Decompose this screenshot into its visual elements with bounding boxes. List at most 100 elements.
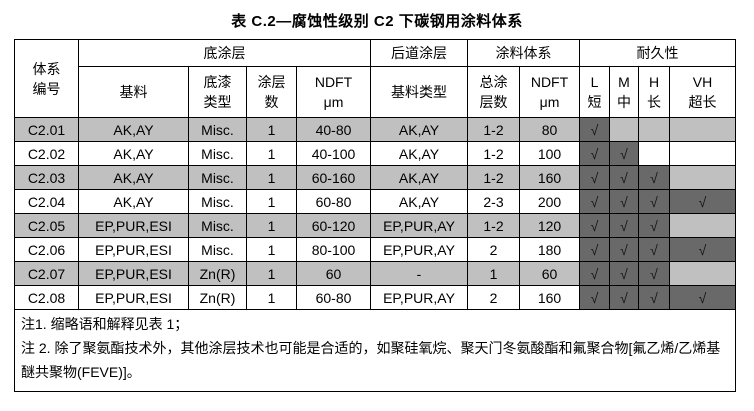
cell-system-id: C2.04: [14, 189, 79, 214]
cell-coats: 1: [246, 237, 297, 262]
cell-topcoat-binder: AK,AY: [370, 165, 468, 190]
cell-durability-vh: [669, 213, 736, 238]
table-row: C2.02 AK,AY Misc. 1 40-100 AK,AY 1-2 100…: [14, 141, 736, 166]
cell-system-id: C2.02: [14, 141, 79, 166]
cell-primer-type: Misc.: [188, 165, 247, 190]
cell-binder: AK,AY: [78, 141, 189, 166]
cell-total-ndft: 100: [519, 141, 580, 166]
cell-coats: 1: [246, 189, 297, 214]
cell-ndft: 60-80: [296, 189, 371, 214]
cell-durability-h: [638, 117, 670, 142]
cell-topcoat-binder: EP,PUR,AY: [370, 285, 468, 310]
cell-binder: AK,AY: [78, 165, 189, 190]
cell-topcoat-binder: AK,AY: [370, 141, 468, 166]
cell-coats: 1: [246, 285, 297, 310]
cell-total-ndft: 160: [519, 285, 580, 310]
cell-topcoat-binder: -: [370, 261, 468, 286]
cell-durability-m: √: [609, 261, 639, 286]
cell-binder: EP,PUR,ESI: [78, 237, 189, 262]
cell-total-ndft: 180: [519, 237, 580, 262]
cell-ndft: 40-80: [296, 117, 371, 142]
cell-durability-m: √: [609, 213, 639, 238]
cell-durability-h: √: [638, 189, 670, 214]
cell-coats: 1: [246, 117, 297, 142]
cell-binder: AK,AY: [78, 189, 189, 214]
cell-binder: EP,PUR,ESI: [78, 261, 189, 286]
header-coats: 涂层 数: [246, 66, 297, 118]
header-durability-h: H 长: [638, 66, 670, 118]
cell-durability-l: √: [579, 261, 610, 286]
cell-topcoat-binder: EP,PUR,AY: [370, 213, 468, 238]
cell-total-coats: 1: [467, 261, 520, 286]
table-row: C2.01 AK,AY Misc. 1 40-80 AK,AY 1-2 80 √: [14, 117, 736, 142]
cell-durability-m: √: [609, 285, 639, 310]
cell-binder: EP,PUR,ESI: [78, 213, 189, 238]
header-primer-group: 底涂层: [78, 39, 371, 67]
cell-system-id: C2.06: [14, 237, 79, 262]
cell-durability-vh: [669, 141, 736, 166]
cell-durability-m: √: [609, 189, 639, 214]
table-row: C2.03 AK,AY Misc. 1 60-160 AK,AY 1-2 160…: [14, 165, 736, 190]
cell-total-coats: 1-2: [467, 117, 520, 142]
cell-durability-h: √: [638, 285, 670, 310]
cell-total-coats: 2-3: [467, 189, 520, 214]
cell-system-id: C2.07: [14, 261, 79, 286]
header-system-group: 涂料体系: [467, 39, 580, 67]
cell-durability-l: √: [579, 141, 610, 166]
header-system-no: 体系 编号: [14, 39, 79, 118]
cell-ndft: 60-120: [296, 213, 371, 238]
cell-total-ndft: 120: [519, 213, 580, 238]
cell-durability-h: √: [638, 165, 670, 190]
cell-durability-h: √: [638, 213, 670, 238]
table-title: 表 C.2—腐蚀性级别 C2 下碳钢用涂料体系: [231, 13, 523, 30]
cell-coats: 1: [246, 261, 297, 286]
header-group-row: 体系 编号 底涂层 后道涂层 涂料体系 耐久性: [14, 39, 736, 118]
cell-total-ndft: 80: [519, 117, 580, 142]
cell-durability-l: √: [579, 285, 610, 310]
cell-system-id: C2.05: [14, 213, 79, 238]
cell-topcoat-binder: AK,AY: [370, 189, 468, 214]
cell-coats: 1: [246, 141, 297, 166]
cell-durability-l: √: [579, 189, 610, 214]
cell-durability-vh: [669, 165, 736, 190]
header-sub-row: 基料 底漆 类型 涂层 数 NDFT μm 基料类型 总涂 层数 NDFT μm…: [15, 66, 736, 118]
cell-topcoat-binder: EP,PUR,AY: [370, 237, 468, 262]
header-durability-m: M 中: [609, 66, 639, 118]
cell-total-ndft: 200: [519, 189, 580, 214]
cell-binder: AK,AY: [78, 117, 189, 142]
notes-cell: 注1. 缩略语和解释见表 1； 注 2. 除了聚氨酯技术外，其他涂层技术也可能是…: [14, 309, 736, 392]
cell-ndft: 40-100: [296, 141, 371, 166]
cell-durability-vh: [669, 261, 736, 286]
header-durability-vh: VH 超长: [669, 66, 736, 118]
header-durability-group: 耐久性: [579, 39, 736, 67]
table-row: C2.05 EP,PUR,ESI Misc. 1 60-120 EP,PUR,A…: [14, 213, 736, 238]
cell-durability-l: √: [579, 237, 610, 262]
cell-ndft: 60: [296, 261, 371, 286]
cell-durability-l: √: [579, 117, 610, 142]
cell-durability-m: √: [609, 237, 639, 262]
cell-durability-h: [638, 141, 670, 166]
cell-primer-type: Zn(R): [188, 261, 247, 286]
note-1: 注1. 缩略语和解释见表 1；: [21, 316, 189, 332]
cell-durability-m: √: [609, 141, 639, 166]
cell-ndft: 60-80: [296, 285, 371, 310]
cell-topcoat-binder: AK,AY: [370, 117, 468, 142]
table-row: C2.06 EP,PUR,ESI Misc. 1 80-100 EP,PUR,A…: [14, 237, 736, 262]
cell-primer-type: Misc.: [188, 189, 247, 214]
cell-ndft: 60-160: [296, 165, 371, 190]
cell-primer-type: Misc.: [188, 141, 247, 166]
cell-system-id: C2.08: [14, 285, 79, 310]
cell-total-ndft: 160: [519, 165, 580, 190]
cell-primer-type: Misc.: [188, 117, 247, 142]
cell-total-coats: 1-2: [467, 213, 520, 238]
header-durability-l: L 短: [579, 66, 610, 118]
cell-durability-vh: √: [669, 237, 736, 262]
header-topcoat-binder: 基料类型: [370, 66, 468, 118]
header-ndft: NDFT μm: [296, 66, 371, 118]
cell-durability-vh: √: [669, 189, 736, 214]
header-primer-type: 底漆 类型: [188, 66, 247, 118]
cell-total-ndft: 60: [519, 261, 580, 286]
coating-systems-table: 体系 编号 底涂层 后道涂层 涂料体系 耐久性 基料 底漆 类型 涂层 数 ND…: [14, 39, 736, 392]
cell-total-coats: 2: [467, 237, 520, 262]
table-row: C2.07 EP,PUR,ESI Zn(R) 1 60 - 1 60 √ √ √: [14, 261, 736, 286]
